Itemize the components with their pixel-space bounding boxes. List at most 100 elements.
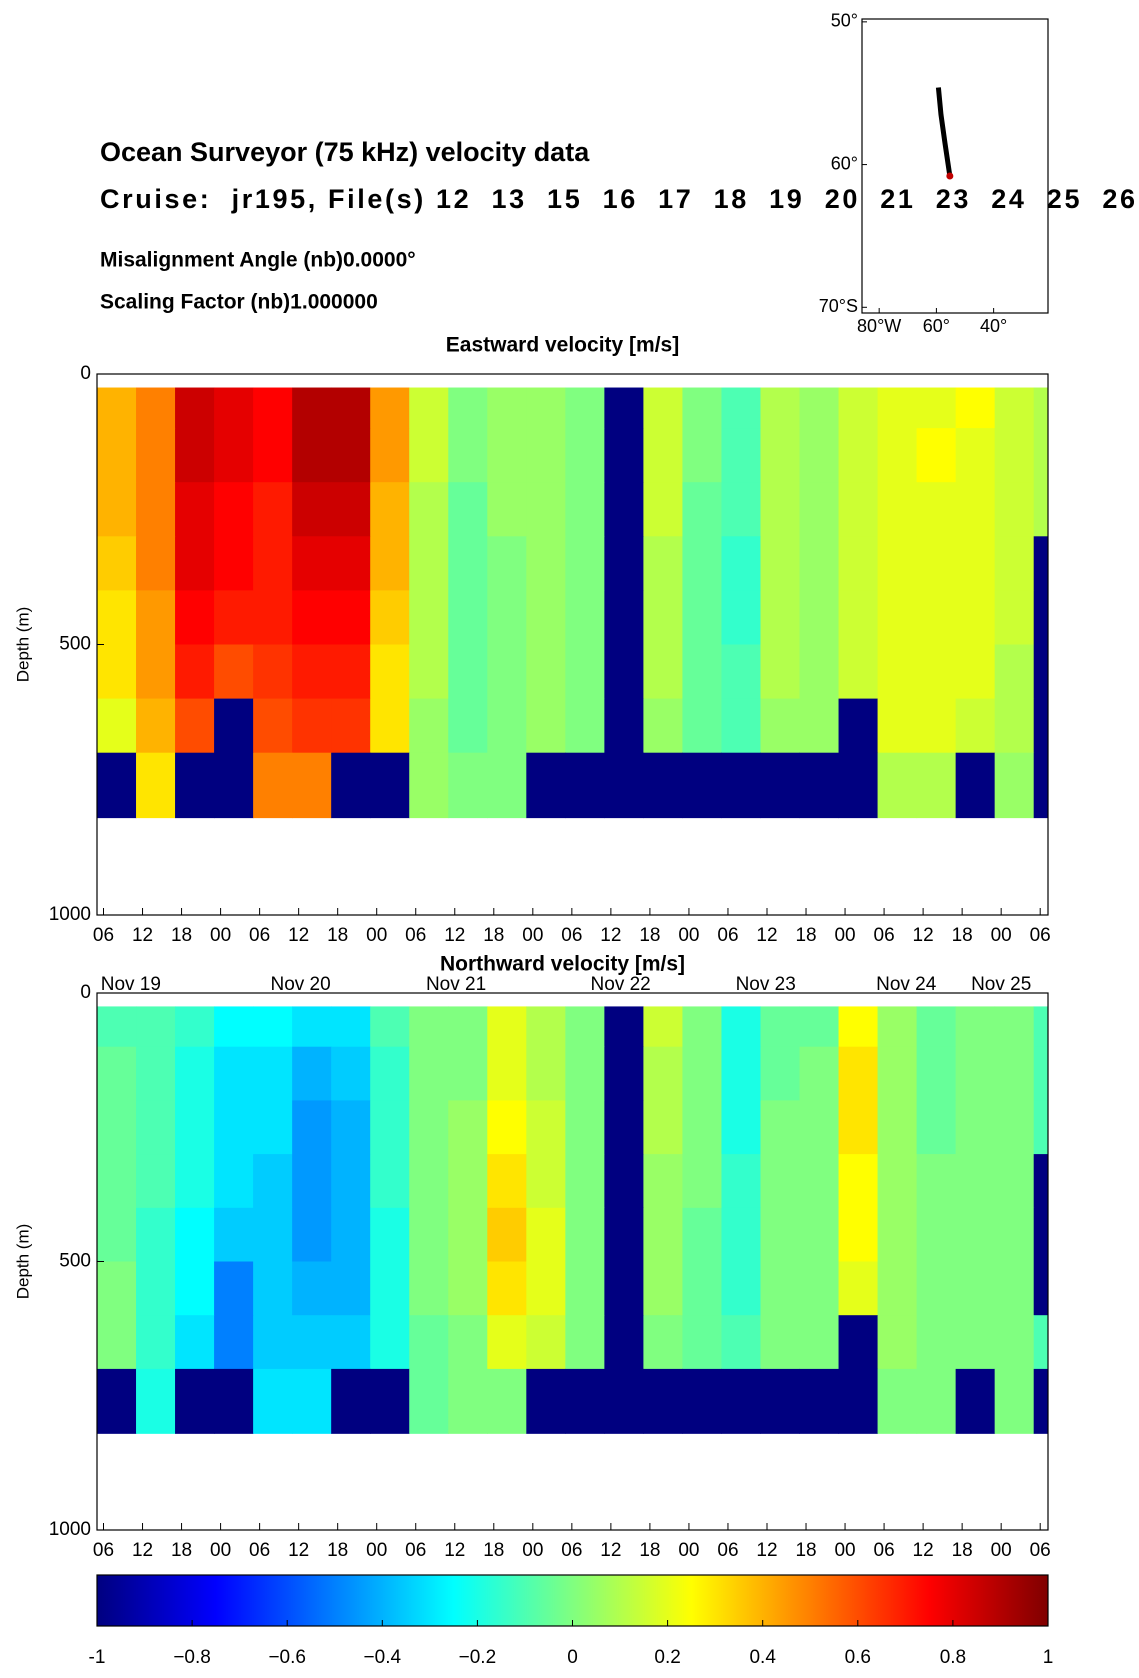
heatmap-cell (409, 1100, 449, 1155)
heatmap-cell (955, 536, 996, 591)
heatmap-cell (955, 1368, 996, 1434)
x-tick-label: 00 (678, 1540, 699, 1561)
heatmap-cell (526, 1315, 566, 1370)
heatmap-cell (682, 698, 722, 754)
heatmap-cell (955, 644, 996, 700)
heatmap-cell (682, 590, 722, 645)
heatmap-cell (253, 1154, 293, 1209)
heatmap-cell (253, 1261, 293, 1316)
heatmap-cell (877, 536, 918, 591)
heatmap-cell (994, 536, 1035, 591)
heatmap-cell (370, 1006, 410, 1048)
heatmap-cell (175, 482, 215, 537)
heatmap-cell (604, 644, 644, 700)
heatmap-cell (370, 482, 410, 537)
heatmap-cell (175, 1315, 215, 1370)
heatmap-cell (643, 482, 683, 537)
heatmap-cell (292, 1368, 332, 1434)
x-tick-label: 60° (923, 316, 950, 336)
heatmap-cell (643, 590, 683, 645)
heatmap-cell (955, 698, 996, 754)
heatmap-cell (916, 698, 957, 754)
heatmap-cell (682, 482, 722, 537)
heatmap-cell (331, 387, 371, 429)
heatmap-cell (955, 428, 996, 483)
heatmap-cell (799, 387, 840, 429)
heatmap-cell (994, 1154, 1035, 1209)
heatmap-cell (136, 536, 176, 591)
x-tick-label: 06 (717, 925, 738, 946)
heatmap-cell (682, 1154, 722, 1209)
heatmap-cell (604, 752, 644, 819)
heatmap-cell (682, 1207, 722, 1262)
heatmap-cell (448, 1261, 488, 1316)
heatmap-cell (760, 1368, 801, 1434)
heatmap-cell (799, 1261, 840, 1316)
date-label: Nov 21 (426, 974, 486, 995)
heatmap-cell (448, 590, 488, 645)
heatmap-cell (97, 590, 137, 645)
heatmap-cell (565, 1154, 605, 1209)
heatmap-cell (682, 1261, 722, 1316)
heatmap-cell (370, 387, 410, 429)
heatmap-cell (526, 644, 566, 700)
heatmap-cell (565, 482, 605, 537)
heatmap-cell (487, 1046, 527, 1101)
heatmap-cell (448, 698, 488, 754)
date-label: Nov 25 (971, 974, 1031, 995)
heatmap-cell (604, 1261, 644, 1316)
heatmap-cell (682, 1100, 722, 1155)
y-tick-label: 0 (80, 982, 91, 1003)
heatmap-cell (448, 482, 488, 537)
heatmap-cell (994, 1207, 1035, 1262)
heatmap-cell (643, 644, 683, 700)
y-axis-label: Depth (m) (13, 1224, 32, 1300)
heatmap-cell (448, 1006, 488, 1048)
heatmap-cell (448, 1154, 488, 1209)
heatmap-cell (799, 698, 840, 754)
heatmap-cell (916, 644, 957, 700)
heatmap-cell (682, 387, 722, 429)
heatmap-cell (97, 1100, 137, 1155)
x-tick-label: 00 (991, 1540, 1012, 1561)
heatmap-cell (526, 590, 566, 645)
x-tick-label: 18 (639, 925, 660, 946)
x-tick-label: 06 (93, 925, 114, 946)
heatmap-cell (526, 536, 566, 591)
heatmap-cell (292, 698, 332, 754)
y-tick-label: 0 (80, 363, 91, 384)
heatmap-cell (604, 590, 644, 645)
heatmap-cell (838, 1046, 879, 1101)
heatmap-cell (448, 1368, 488, 1434)
heatmap-cell (1033, 1261, 1049, 1316)
heatmap-cell (214, 1100, 254, 1155)
heatmap-cell (994, 387, 1035, 429)
heatmap-cell (175, 1261, 215, 1316)
heatmap-cell (604, 1154, 644, 1209)
x-tick-label: 18 (952, 1540, 973, 1561)
x-tick-label: 06 (405, 925, 426, 946)
x-tick-label: 18 (952, 925, 973, 946)
heatmap-cell (916, 1154, 957, 1209)
heatmap-cell (136, 752, 176, 819)
heatmap-cell (448, 1315, 488, 1370)
heatmap-cell (331, 644, 371, 700)
heatmap-cell (799, 1154, 840, 1209)
heatmap-cell (136, 1368, 176, 1434)
heatmap-cell (292, 1006, 332, 1048)
heatmap-cell (604, 536, 644, 591)
x-tick-label: 00 (210, 1540, 231, 1561)
heatmap-cell (799, 428, 840, 483)
heatmap-cell (994, 1100, 1035, 1155)
y-tick-label: 50° (831, 11, 858, 31)
track-end (946, 172, 954, 180)
heatmap-cell (448, 752, 488, 819)
heatmap-cell (955, 1207, 996, 1262)
figure-title: Ocean Surveyor (75 kHz) velocity data (100, 137, 590, 167)
colorbar-tick-label: 1 (1043, 1647, 1054, 1668)
heatmap-cell (175, 752, 215, 819)
heatmap-cells (97, 387, 1049, 819)
heatmap-cell (331, 752, 371, 819)
heatmap-cell (292, 752, 332, 819)
heatmap-cell (565, 1368, 605, 1434)
